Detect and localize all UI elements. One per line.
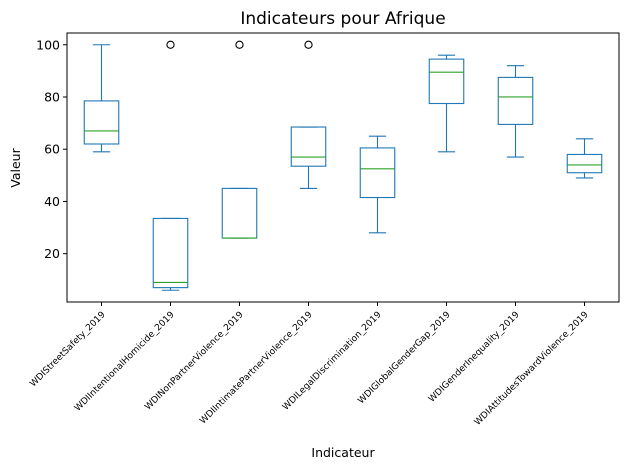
x-axis-label: Indicateur <box>311 445 375 460</box>
y-tick-label: 80 <box>44 89 60 104</box>
chart-title: Indicateurs pour Afrique <box>240 9 445 29</box>
y-tick-label: 100 <box>36 37 60 52</box>
outlier-point <box>304 40 313 49</box>
y-axis-label: Valeur <box>8 147 23 187</box>
x-tick-label: WDIIntimatePartnerViolence_2019 <box>198 310 315 427</box>
outlier-point <box>235 40 244 49</box>
box-iqr <box>290 126 327 167</box>
box-iqr <box>497 76 534 125</box>
box-iqr <box>221 187 258 239</box>
y-tick-label: 40 <box>44 194 60 209</box>
outlier-point <box>166 40 175 49</box>
plot-frame <box>66 32 620 303</box>
box-iqr <box>359 147 396 199</box>
box-iqr <box>152 217 189 289</box>
y-tick-label: 20 <box>44 246 60 261</box>
x-tick-label: WDIStreetSafety_2019 <box>28 310 107 389</box>
y-tick-label: 60 <box>44 142 60 157</box>
box-iqr <box>83 100 120 145</box>
box-iqr <box>428 58 465 105</box>
box-iqr <box>566 153 603 174</box>
x-tick-label: WDIAttitudesTowardViolence_2019 <box>473 310 591 428</box>
plot-area: 20406080100WDIStreetSafety_2019WDIIntent… <box>28 37 603 428</box>
